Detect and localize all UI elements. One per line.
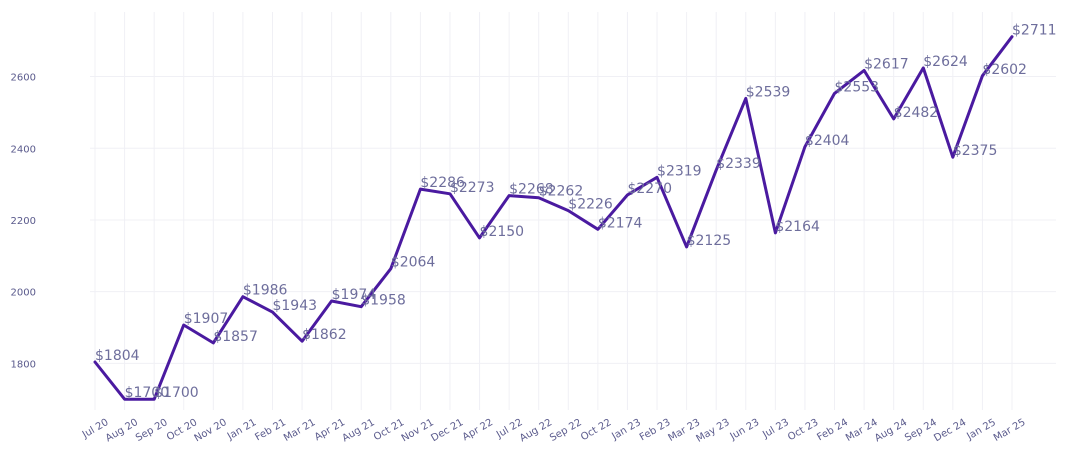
x-tick-label: Aug 20 — [104, 417, 140, 444]
data-label: $1907 — [184, 311, 229, 327]
data-label: $1804 — [95, 348, 140, 364]
data-label: $2270 — [627, 181, 672, 197]
x-tick-label: Nov 20 — [193, 417, 229, 444]
data-label: $2319 — [657, 163, 702, 179]
x-tick-label: Jun 23 — [728, 417, 762, 443]
x-tick-label: Sep 22 — [548, 417, 584, 444]
x-tick-label: Feb 23 — [638, 417, 673, 443]
x-tick-label: Mar 24 — [844, 417, 880, 444]
data-label: $2339 — [716, 156, 761, 172]
data-label: $1986 — [243, 283, 288, 299]
data-label: $2226 — [568, 197, 613, 213]
y-tick-label: 2200 — [11, 216, 36, 227]
data-label: $2375 — [953, 143, 998, 159]
x-tick-label: Dec 21 — [429, 417, 465, 444]
x-tick-label: Oct 23 — [786, 417, 820, 443]
data-label: $2624 — [923, 54, 968, 70]
data-label: $2539 — [746, 84, 791, 100]
x-tick-label: Jan 21 — [225, 417, 258, 443]
x-tick-label: Aug 24 — [873, 417, 909, 444]
x-tick-label: Feb 21 — [253, 417, 288, 443]
data-label: $1700 — [125, 385, 170, 401]
x-tick-label: Dec 24 — [932, 417, 968, 444]
x-tick-label: Jan 23 — [609, 417, 642, 443]
data-label: $2268 — [509, 182, 554, 198]
data-label: $2150 — [480, 224, 525, 240]
y-tick-label: 2600 — [11, 73, 36, 84]
data-label: $2262 — [539, 184, 584, 200]
x-tick-label: Feb 24 — [815, 417, 850, 443]
x-tick-label: Apr 22 — [461, 417, 495, 443]
x-tick-label: Sep 20 — [134, 417, 170, 444]
x-tick-label: Jul 23 — [760, 417, 791, 441]
data-labels: $1804 $1700$1700 $1907 $1857 $1986$1943 $1862… — [95, 23, 1057, 402]
data-label: $2064 — [391, 255, 436, 271]
data-label: $1958 — [361, 293, 406, 309]
data-label: $1974 — [332, 287, 377, 303]
x-tick-label: May 23 — [695, 417, 732, 445]
data-label: $2711 — [1012, 23, 1057, 39]
data-label: $2553 — [835, 79, 880, 95]
data-label: $1943 — [272, 298, 317, 314]
data-label: $1857 — [213, 329, 258, 345]
data-label: $2125 — [687, 233, 732, 249]
x-tick-label: Nov 21 — [400, 417, 436, 444]
data-label: $2164 — [775, 219, 820, 235]
x-tick-label: Aug 21 — [341, 417, 377, 444]
data-label: $2286 — [420, 175, 465, 191]
data-label: $2482 — [894, 105, 939, 121]
data-label: $1700 — [154, 385, 199, 401]
data-label: $2273 — [450, 180, 495, 196]
y-axis: 1800 2000 2200 2400 2600 — [11, 73, 36, 371]
x-tick-label: Mar 25 — [992, 417, 1028, 444]
data-label: $2174 — [598, 215, 643, 231]
x-tick-label: Jan 25 — [964, 417, 997, 443]
data-label: $2404 — [805, 133, 850, 149]
x-tick-label: Sep 24 — [903, 417, 939, 444]
data-label: $2602 — [982, 62, 1027, 78]
y-tick-label: 1800 — [11, 359, 36, 370]
x-tick-label: Aug 22 — [518, 417, 554, 444]
data-label: $2617 — [864, 56, 909, 72]
x-tick-label: Mar 21 — [282, 417, 318, 444]
data-label: $1862 — [302, 327, 347, 343]
grid — [90, 12, 1056, 410]
x-tick-label: Oct 22 — [579, 417, 613, 443]
series-line — [93, 35, 1014, 401]
y-tick-label: 2400 — [11, 144, 36, 155]
y-tick-label: 2000 — [11, 288, 36, 299]
